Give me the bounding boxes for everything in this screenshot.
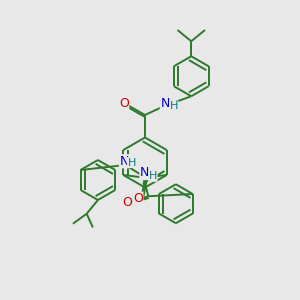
Text: H: H	[169, 101, 178, 111]
Text: N: N	[160, 97, 170, 110]
Text: O: O	[119, 97, 129, 110]
Text: H: H	[128, 158, 136, 167]
Text: N: N	[119, 155, 129, 168]
Text: O: O	[133, 192, 143, 205]
Text: N: N	[140, 167, 149, 179]
Text: H: H	[149, 171, 157, 181]
Text: O: O	[122, 196, 132, 209]
